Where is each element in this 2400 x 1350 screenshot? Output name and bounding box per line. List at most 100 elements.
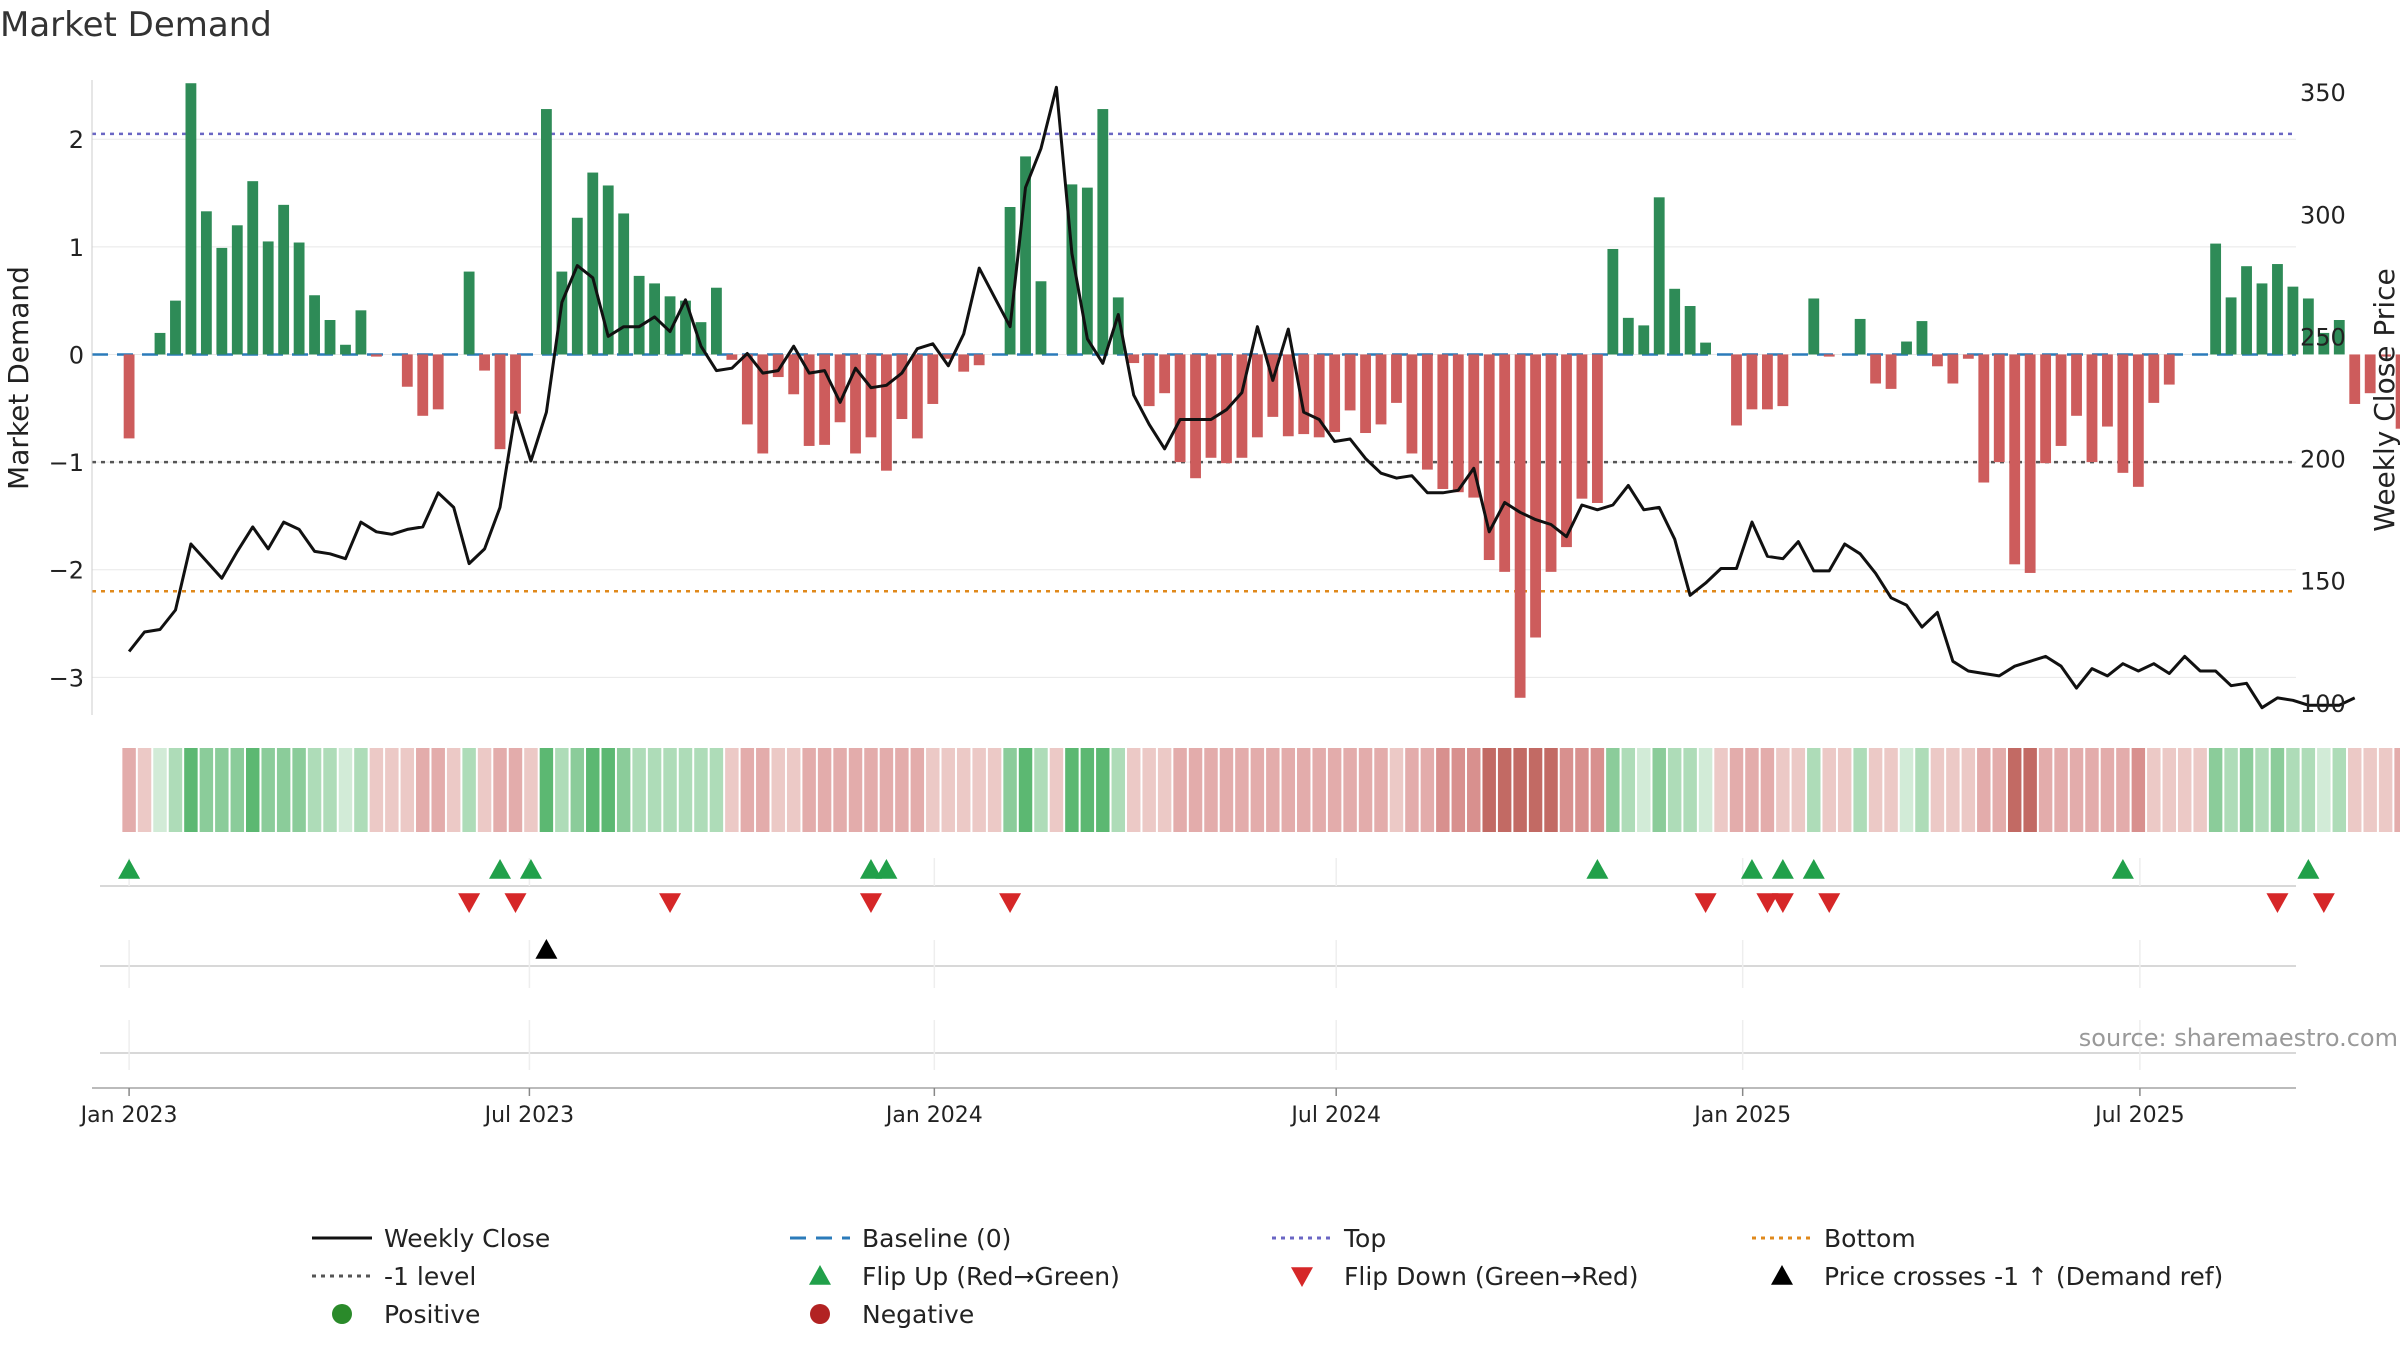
heatmap-cell [292, 748, 306, 832]
heatmap-cell [678, 748, 693, 832]
demand-bar [587, 172, 599, 355]
heatmap-cell [1018, 748, 1033, 832]
heatmap-cell [1219, 748, 1234, 832]
demand-bar [1700, 342, 1711, 355]
flip-up-marker [1740, 859, 1763, 879]
demand-bar [757, 354, 769, 454]
demand-bar [2364, 354, 2376, 394]
heatmap-cell [338, 748, 353, 832]
demand-bar [1282, 354, 1294, 437]
price-cross-marker [535, 939, 558, 959]
heatmap-cell [2147, 748, 2161, 832]
demand-bar [1128, 354, 1140, 364]
heatmap-cell [647, 748, 662, 832]
flip-up-marker [2111, 859, 2134, 879]
legend-swatch-triangle [1291, 1267, 1313, 1287]
heatmap-cell [2255, 748, 2269, 832]
heatmap-cell [694, 748, 708, 832]
demand-bar [1932, 354, 1943, 367]
heatmap-cell [369, 748, 384, 832]
demand-bar [1329, 354, 1341, 432]
heatmap-cell [1590, 748, 1605, 832]
y-tick-label: 1 [69, 234, 84, 262]
heatmap-cell [1467, 748, 1481, 832]
y-tick-label: 2 [69, 126, 84, 154]
heatmap-cell [1791, 748, 1806, 832]
legend-item-bottom: Bottom [1752, 1224, 1916, 1253]
demand-bar [618, 213, 630, 355]
heatmap-cell [972, 748, 986, 832]
heatmap-cell [1173, 748, 1187, 832]
heatmap-cell [184, 748, 198, 832]
heatmap-cell [1683, 748, 1697, 832]
demand-bar [1004, 207, 1016, 355]
demand-bar [1251, 354, 1263, 438]
flip-up-marker [1586, 859, 1609, 879]
demand-bar [1576, 354, 1588, 499]
demand-bar [1190, 354, 1201, 479]
demand-bar [2148, 354, 2160, 403]
heatmap-cell [1297, 748, 1311, 832]
heatmap-cell [2054, 748, 2068, 832]
heatmap-cell [153, 748, 167, 832]
heatmap-cell [1420, 748, 1435, 832]
heatmap-cell [1374, 748, 1388, 832]
heatmap-cell [276, 748, 291, 832]
heatmap-cell [1652, 748, 1666, 832]
demand-bar [1298, 354, 1310, 435]
heatmap-cell [1621, 748, 1636, 832]
heatmap-cell [2193, 748, 2207, 832]
legend-item-price_cross: Price crosses -1 ↑ (Demand ref) [1771, 1262, 2223, 1291]
demand-bar [355, 310, 367, 355]
demand-bar [1236, 354, 1248, 458]
demand-bar [494, 354, 506, 450]
demand-bar [293, 242, 305, 355]
heatmap-cell [431, 748, 445, 832]
legend-item-negative: Negative [810, 1300, 974, 1329]
weekly-close-line [127, 85, 2356, 710]
legend-label: Positive [384, 1300, 480, 1329]
flip-up-marker [118, 859, 141, 879]
demand-bar [1066, 184, 1078, 355]
demand-bar [865, 354, 877, 438]
heatmap-cell [1343, 748, 1357, 832]
heatmap-cell [2317, 748, 2331, 832]
heatmap-cell [462, 748, 476, 832]
demand-bar [1561, 354, 1572, 548]
demand-bar [1530, 354, 1541, 638]
demand-bar [1684, 306, 1696, 355]
demand-bar [1112, 297, 1124, 355]
flip-down-marker [504, 893, 527, 913]
heatmap-cell [786, 748, 801, 832]
heatmap-cell [2332, 748, 2347, 832]
heatmap-cell [1451, 748, 1466, 832]
demand-bar [1143, 354, 1155, 407]
demand-bar [2040, 354, 2052, 464]
heatmap-cell [1327, 748, 1342, 832]
flip-up-marker [1802, 859, 1825, 879]
heatmap-cell [555, 748, 569, 832]
heatmap-cell [1915, 748, 1929, 832]
demand-bar [1993, 354, 2005, 463]
legend-item-weekly_close: Weekly Close [312, 1224, 550, 1253]
heatmap-cell [987, 748, 1002, 832]
heatmap-cell [446, 748, 461, 832]
heatmap-cell [2363, 748, 2377, 832]
legend-item-flip_up: Flip Up (Red→Green) [809, 1262, 1120, 1291]
heatmap-cell [1080, 748, 1095, 832]
demand-bar [1097, 109, 1109, 355]
heatmap-cell [1544, 748, 1558, 832]
demand-bar [2163, 354, 2175, 385]
heatmap-cell [1992, 748, 2006, 832]
heatmap-cell [817, 748, 832, 832]
demand-bar [185, 83, 197, 355]
demand-heatmap-strip [122, 748, 2400, 832]
heatmap-cell [1312, 748, 1326, 832]
demand-bar [602, 185, 614, 355]
demand-bar [309, 295, 320, 355]
demand-bar [927, 354, 939, 404]
legend-label: Price crosses -1 ↑ (Demand ref) [1824, 1262, 2223, 1291]
demand-bar [1622, 317, 1634, 355]
heatmap-cell [1003, 748, 1017, 832]
axes: −3 −2 −1 0 1 2 100 150 200 250 300 350 [49, 79, 2346, 718]
